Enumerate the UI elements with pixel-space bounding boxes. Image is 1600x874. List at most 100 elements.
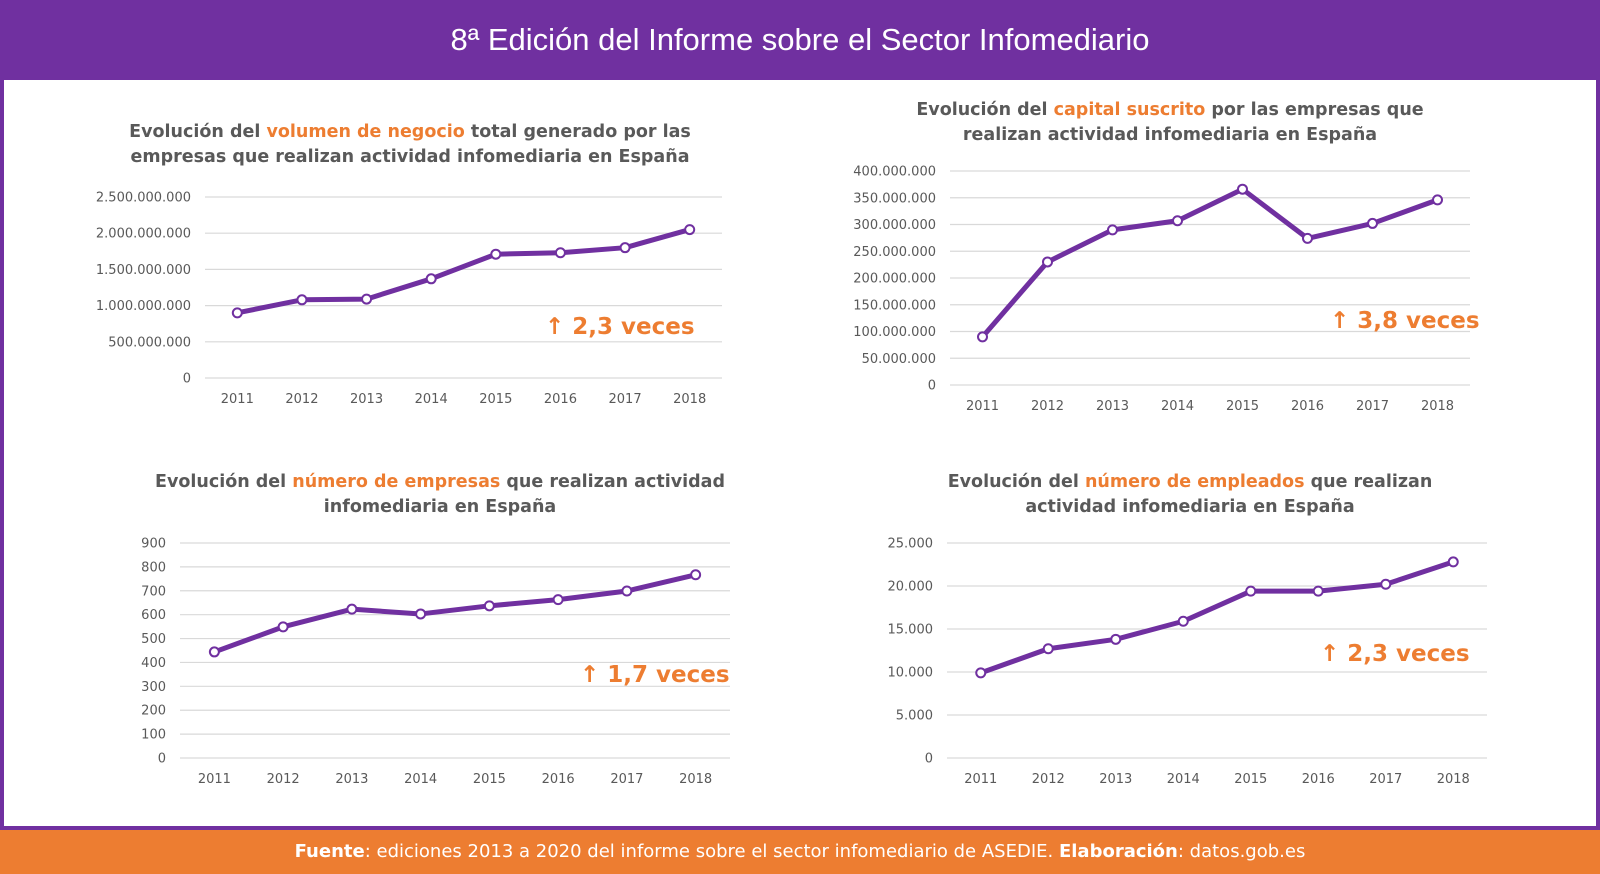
y-tick-label: 400 [141, 656, 166, 671]
data-point [1380, 578, 1392, 590]
chart-title-line2: actividad infomediaria en España [1025, 497, 1355, 517]
y-tick-label: 1.500.000.000 [96, 263, 191, 278]
data-point [296, 294, 308, 306]
growth-annotation: ↑ 3,8 veces [1330, 308, 1480, 334]
y-tick-label: 500.000.000 [108, 335, 191, 350]
series-line [211, 572, 699, 655]
y-tick-label: 800 [141, 560, 166, 575]
x-tick-label: 2013 [350, 392, 383, 407]
y-tick-label: 25.000 [888, 537, 934, 552]
data-point [1312, 585, 1324, 597]
data-point [415, 608, 427, 620]
y-tick-label: 0 [925, 752, 933, 767]
data-point [231, 307, 243, 319]
data-point [1042, 643, 1054, 655]
y-tick-label: 200 [141, 704, 166, 719]
x-tick-label: 2012 [1031, 399, 1064, 414]
chart-title-highlight: capital suscrito [1053, 100, 1206, 120]
y-tick-label: 2.500.000.000 [96, 191, 191, 206]
x-tick-label: 2015 [1226, 399, 1259, 414]
chart-title-after: total generado por las [464, 122, 691, 142]
data-point [684, 224, 696, 236]
credit-label: Elaboración [1058, 841, 1178, 862]
chart-title-highlight: número de empresas [292, 472, 501, 492]
y-tick-label: 150.000.000 [853, 298, 936, 313]
chart-volumen-negocio: Evolución del volumen de negocio total g… [80, 118, 740, 418]
growth-annotation: ↑ 1,7 veces [580, 662, 730, 688]
data-point [1432, 194, 1443, 206]
x-tick-label: 2012 [1032, 772, 1065, 787]
y-tick-label: 100.000.000 [853, 325, 936, 340]
data-point [975, 667, 987, 679]
y-tick-label: 200.000.000 [853, 272, 936, 287]
x-tick-label: 2018 [673, 392, 706, 407]
chart-title-line2: empresas que realizan actividad infomedi… [130, 147, 690, 167]
chart-numero-empleados: Evolución del número de empleados que re… [860, 468, 1520, 800]
chart-title-before: Evolución del [129, 122, 267, 142]
chart-plot: 0 50.000.000 100.000.000 150.000.000 200.000… [853, 165, 1480, 415]
chart-title: Evolución del número de empresas que rea… [120, 470, 760, 520]
y-tick-label: 700 [141, 584, 166, 599]
y-tick-label: 500 [141, 632, 166, 647]
source-footer: Fuente: ediciones 2013 a 2020 del inform… [0, 826, 1600, 874]
growth-annotation: ↑ 2,3 veces [1320, 641, 1470, 667]
x-tick-label: 2011 [966, 399, 999, 414]
x-tick-label: 2012 [267, 772, 300, 787]
chart-title-highlight: número de empleados [1084, 472, 1305, 492]
x-tick-label: 2014 [415, 392, 448, 407]
y-tick-label: 10.000 [888, 666, 934, 681]
chart-title-before: Evolución del [916, 100, 1054, 120]
x-tick-label: 2018 [1421, 399, 1454, 414]
x-tick-label: 2018 [1437, 772, 1470, 787]
x-tick-label: 2013 [1099, 772, 1132, 787]
chart-title-before: Evolución del [947, 472, 1085, 492]
data-point [1367, 217, 1378, 229]
chart-numero-empresas: Evolución del número de empresas que rea… [120, 468, 760, 800]
page-title: 8ª Edición del Informe sobre el Sector I… [0, 0, 1600, 80]
data-point [425, 273, 437, 285]
x-tick-label: 2012 [285, 392, 318, 407]
chart-title: Evolución del volumen de negocio total g… [80, 120, 740, 170]
chart-title: Evolución del capital suscrito por las e… [830, 98, 1510, 148]
data-point [1447, 556, 1459, 568]
series-line [980, 186, 1440, 340]
y-tick-label: 50.000.000 [862, 352, 936, 367]
x-tick-label: 2016 [544, 392, 577, 407]
x-tick-label: 2016 [542, 772, 575, 787]
x-tick-label: 2015 [473, 772, 506, 787]
credit-text: : datos.gob.es [1177, 841, 1306, 862]
chart-plot: 0 500.000.000 1.000.000.000 1.500.000.000 2.… [96, 191, 722, 407]
y-tick-label: 5.000 [896, 709, 933, 724]
y-tick-label: 0 [158, 752, 166, 767]
y-tick-label: 100 [141, 728, 166, 743]
y-tick-label: 300.000.000 [853, 218, 936, 233]
y-tick-label: 0 [183, 372, 191, 387]
x-tick-label: 2016 [1291, 399, 1324, 414]
source-label: Fuente [294, 841, 365, 862]
x-tick-label: 2011 [964, 772, 997, 787]
data-point [690, 569, 702, 581]
data-point [621, 585, 633, 597]
x-tick-label: 2011 [198, 772, 231, 787]
y-tick-label: 15.000 [888, 623, 934, 638]
x-tick-label: 2018 [679, 772, 712, 787]
data-point [977, 331, 988, 343]
y-tick-label: 300 [141, 680, 166, 695]
data-point [483, 600, 495, 612]
data-point [1110, 633, 1122, 645]
chart-title-after: por las empresas que [1205, 100, 1424, 120]
data-point [554, 247, 566, 259]
chart-title-after: que realizan [1304, 472, 1433, 492]
x-tick-label: 2015 [1234, 772, 1267, 787]
chart-title-line2: realizan actividad infomediaria en Españ… [962, 125, 1378, 145]
x-tick-label: 2013 [335, 772, 368, 787]
series-line [978, 559, 1456, 676]
y-tick-label: 600 [141, 608, 166, 623]
growth-annotation: ↑ 2,3 veces [545, 314, 695, 340]
data-point [1107, 224, 1118, 236]
chart-title: Evolución del número de empleados que re… [860, 470, 1520, 520]
chart-capital-suscrito: Evolución del capital suscrito por las e… [830, 96, 1510, 422]
y-tick-label: 400.000.000 [853, 165, 936, 180]
y-tick-label: 20.000 [888, 580, 934, 595]
